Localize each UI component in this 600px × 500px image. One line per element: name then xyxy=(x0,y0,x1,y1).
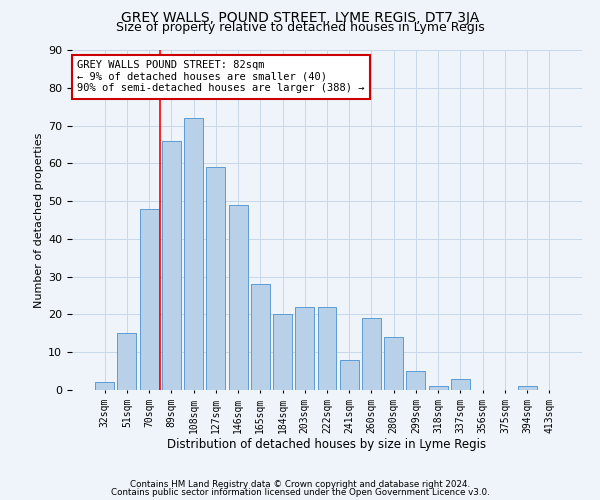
Bar xyxy=(140,208,158,390)
Bar xyxy=(184,118,203,390)
Text: Contains HM Land Registry data © Crown copyright and database right 2024.: Contains HM Land Registry data © Crown c… xyxy=(130,480,470,489)
X-axis label: Distribution of detached houses by size in Lyme Regis: Distribution of detached houses by size … xyxy=(167,438,487,452)
Bar xyxy=(362,318,381,390)
Bar xyxy=(451,378,470,390)
Bar xyxy=(340,360,359,390)
Y-axis label: Number of detached properties: Number of detached properties xyxy=(34,132,44,308)
Bar xyxy=(273,314,292,390)
Bar xyxy=(518,386,536,390)
Bar xyxy=(162,140,181,390)
Text: Contains public sector information licensed under the Open Government Licence v3: Contains public sector information licen… xyxy=(110,488,490,497)
Bar xyxy=(406,371,425,390)
Bar xyxy=(384,337,403,390)
Bar xyxy=(95,382,114,390)
Text: Size of property relative to detached houses in Lyme Regis: Size of property relative to detached ho… xyxy=(116,22,484,35)
Bar xyxy=(295,307,314,390)
Text: GREY WALLS POUND STREET: 82sqm
← 9% of detached houses are smaller (40)
90% of s: GREY WALLS POUND STREET: 82sqm ← 9% of d… xyxy=(77,60,365,94)
Text: GREY WALLS, POUND STREET, LYME REGIS, DT7 3JA: GREY WALLS, POUND STREET, LYME REGIS, DT… xyxy=(121,11,479,25)
Bar xyxy=(118,334,136,390)
Bar xyxy=(317,307,337,390)
Bar xyxy=(229,205,248,390)
Bar xyxy=(206,167,225,390)
Bar xyxy=(251,284,270,390)
Bar xyxy=(429,386,448,390)
